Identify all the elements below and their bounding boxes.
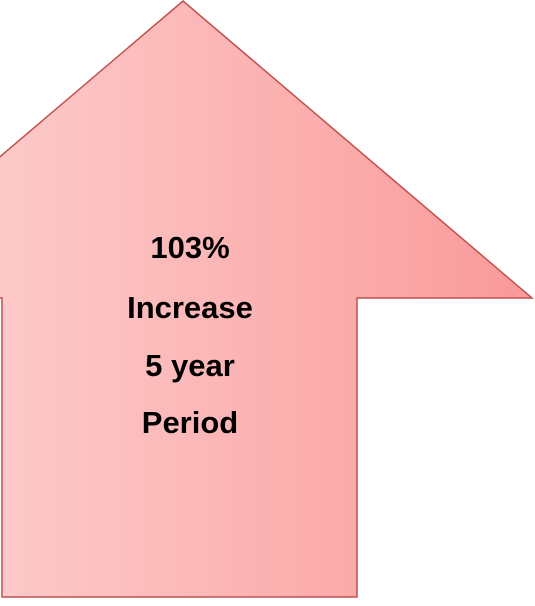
label-line: Period	[142, 405, 238, 440]
label-line: 103%	[150, 230, 229, 265]
label-line: 5 year	[145, 348, 235, 383]
arrow-label: 103% Increase 5 year Period	[127, 230, 253, 440]
label-line: Increase	[127, 290, 253, 325]
